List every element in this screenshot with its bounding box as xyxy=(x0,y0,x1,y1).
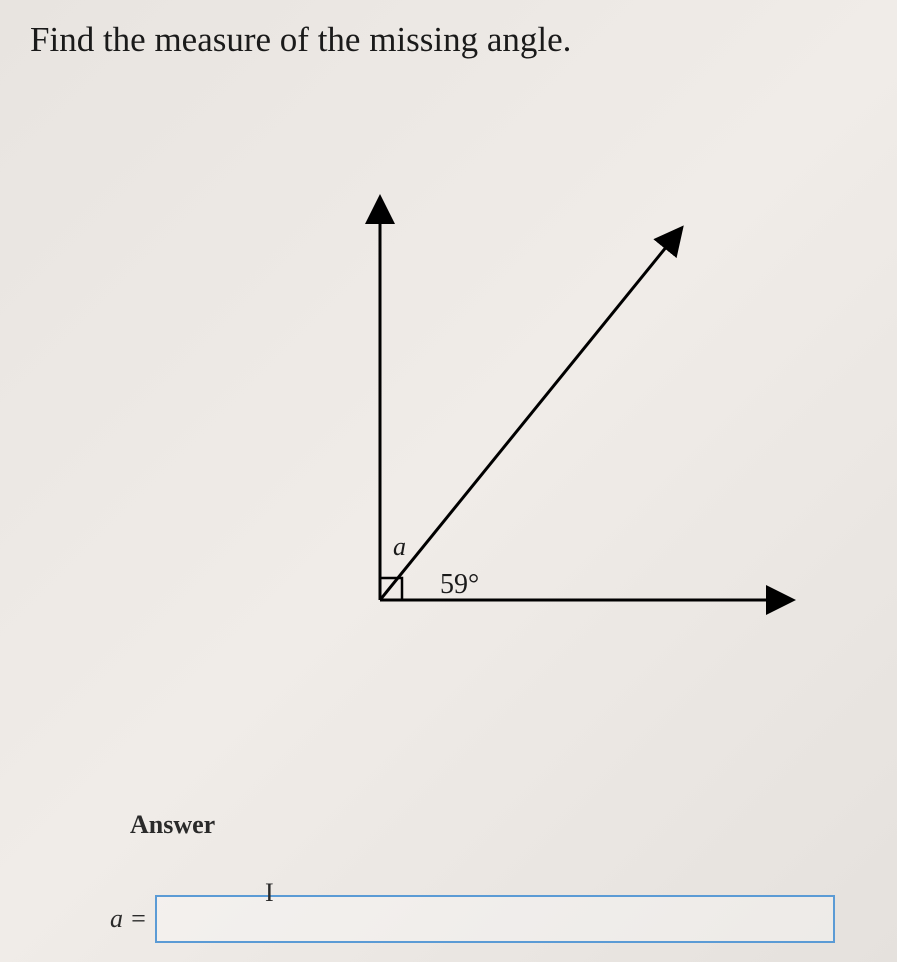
ray-diagonal xyxy=(380,230,680,600)
answer-input[interactable] xyxy=(155,895,835,943)
angle-label-known: 59° xyxy=(440,569,479,600)
answer-variable: a = xyxy=(110,904,147,934)
text-cursor-icon: I xyxy=(265,878,274,908)
answer-row: a = xyxy=(110,895,835,943)
question-text: Find the measure of the missing angle. xyxy=(30,20,571,60)
answer-label: Answer xyxy=(130,810,215,840)
angle-diagram: a 59° xyxy=(200,180,800,680)
angle-label-unknown: a xyxy=(393,532,406,561)
